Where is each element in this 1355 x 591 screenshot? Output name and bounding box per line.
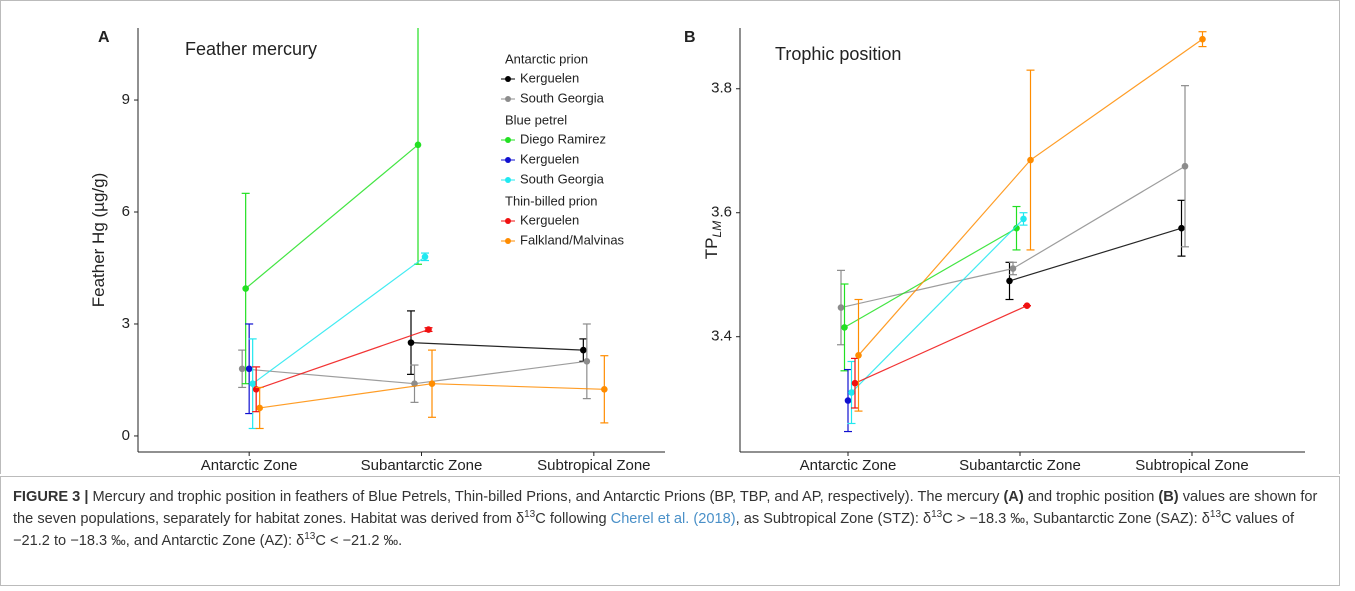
caption-bold: (B) — [1158, 489, 1179, 505]
series-line — [410, 342, 584, 351]
series-line — [245, 144, 419, 289]
series-line — [255, 329, 429, 390]
data-point — [245, 365, 253, 373]
data-point — [841, 324, 848, 331]
data-point — [580, 346, 587, 354]
y-tick-label: 3.8 — [711, 80, 732, 97]
caption-text: C following — [535, 511, 611, 527]
x-tick-label: Subantarctic Zone — [361, 457, 483, 474]
y-axis-label-sub: LM — [710, 221, 724, 238]
legend-group-title: Antarctic prion — [505, 51, 588, 66]
panel-letter: A — [98, 29, 110, 46]
data-point — [844, 397, 852, 404]
data-point — [425, 326, 432, 333]
y-tick-label: 0 — [122, 427, 130, 444]
caption-sup: 13 — [931, 509, 943, 521]
y-tick-label: 3.6 — [711, 204, 732, 221]
caption-text: , as Subtropical Zone (STZ): δ — [735, 511, 932, 527]
data-point — [242, 285, 249, 292]
caption-text: and trophic position — [1023, 489, 1159, 505]
data-point — [583, 358, 591, 365]
figure-frame — [0, 0, 1340, 474]
series-line — [844, 227, 1017, 328]
series-line — [252, 256, 426, 385]
plot-area — [238, 28, 609, 430]
legend-label: Falkland/Malvinas — [520, 232, 625, 247]
data-point — [428, 380, 436, 387]
legend-label: South Georgia — [520, 90, 605, 105]
data-point — [1027, 156, 1034, 164]
legend-group-title: Thin-billed prion — [505, 193, 598, 208]
legend-label: Kerguelen — [520, 70, 579, 85]
legend-swatch — [505, 157, 511, 163]
data-point — [238, 365, 246, 373]
series-line — [1009, 227, 1182, 282]
y-tick-label: 9 — [122, 91, 130, 108]
caption-sup: 13 — [524, 509, 536, 521]
caption-text: C > −18.3 ‰, Subantarctic Zone (SAZ): δ — [942, 511, 1210, 527]
x-tick-label: Antarctic Zone — [201, 457, 298, 474]
data-point — [421, 253, 429, 261]
caption-bold: FIGURE 3 | — [13, 489, 93, 505]
data-point — [1023, 302, 1031, 310]
legend-swatch — [505, 177, 511, 183]
caption-link[interactable]: Cherel et al. (2018) — [610, 511, 736, 527]
x-tick-label: Antarctic Zone — [800, 457, 897, 474]
y-axis-label-main: TP — [702, 237, 721, 259]
data-point — [851, 379, 859, 387]
figure-caption: FIGURE 3 | Mercury and trophic position … — [0, 476, 1340, 586]
plot-area — [837, 31, 1207, 433]
caption-text: values are shown for the seven populatio… — [13, 489, 1318, 527]
caption-text: Mercury and trophic position in feathers… — [92, 489, 1004, 505]
series-line — [854, 305, 1028, 384]
panel-title: Trophic position — [775, 44, 901, 64]
data-point — [1006, 277, 1013, 285]
legend-swatch — [505, 238, 511, 244]
caption-text: C < −21.2 ‰. — [315, 533, 403, 549]
legend-swatch — [505, 218, 511, 224]
y-tick-label: 6 — [122, 203, 130, 220]
x-tick-label: Subtropical Zone — [537, 457, 650, 474]
data-point — [1009, 265, 1017, 272]
y-tick-label: 3 — [122, 315, 130, 332]
y-axis-label: TPLM — [702, 221, 724, 259]
caption-bold: (A) — [1003, 489, 1024, 505]
panel-letter: B — [684, 29, 696, 46]
y-axis-label: Feather Hg (µg/g) — [89, 173, 108, 308]
data-point — [1178, 224, 1185, 232]
legend-label: Diego Ramirez — [520, 131, 606, 146]
chart: 0 3 6 9 Antarctic Zone Subantarctic Zone Subtr… — [89, 28, 1305, 474]
legend-swatch — [505, 96, 511, 102]
caption-sup: 13 — [304, 531, 316, 543]
data-point — [249, 380, 256, 387]
data-point — [855, 351, 862, 359]
x-tick-label: Subtropical Zone — [1135, 457, 1248, 474]
data-point — [414, 141, 422, 149]
data-point — [601, 385, 608, 393]
x-tick-label: Subantarctic Zone — [959, 457, 1081, 474]
data-point — [837, 304, 845, 311]
legend-group-title: Blue petrel — [505, 112, 567, 127]
data-point — [1020, 215, 1027, 223]
caption-text: C values of −21.2 to −18.3 ‰, and Antarc… — [13, 511, 1295, 549]
data-point — [407, 339, 415, 346]
caption-sup: 13 — [1209, 509, 1222, 521]
series-line — [851, 218, 1024, 393]
panel-title: Feather mercury — [185, 39, 317, 59]
data-point — [1181, 162, 1189, 170]
series-line — [840, 165, 1186, 309]
legend-label: Kerguelen — [520, 151, 579, 166]
data-point — [1199, 35, 1206, 43]
y-tick-label: 3.4 — [711, 328, 732, 345]
data-point — [256, 404, 263, 412]
legend-swatch — [505, 76, 511, 82]
y-axis-label-main: Feather Hg (µg/g) — [89, 173, 108, 308]
data-point — [848, 389, 855, 396]
legend-label: Kerguelen — [520, 212, 579, 227]
legend-label: South Georgia — [520, 171, 605, 186]
legend-swatch — [505, 137, 511, 143]
data-point — [1013, 224, 1020, 232]
